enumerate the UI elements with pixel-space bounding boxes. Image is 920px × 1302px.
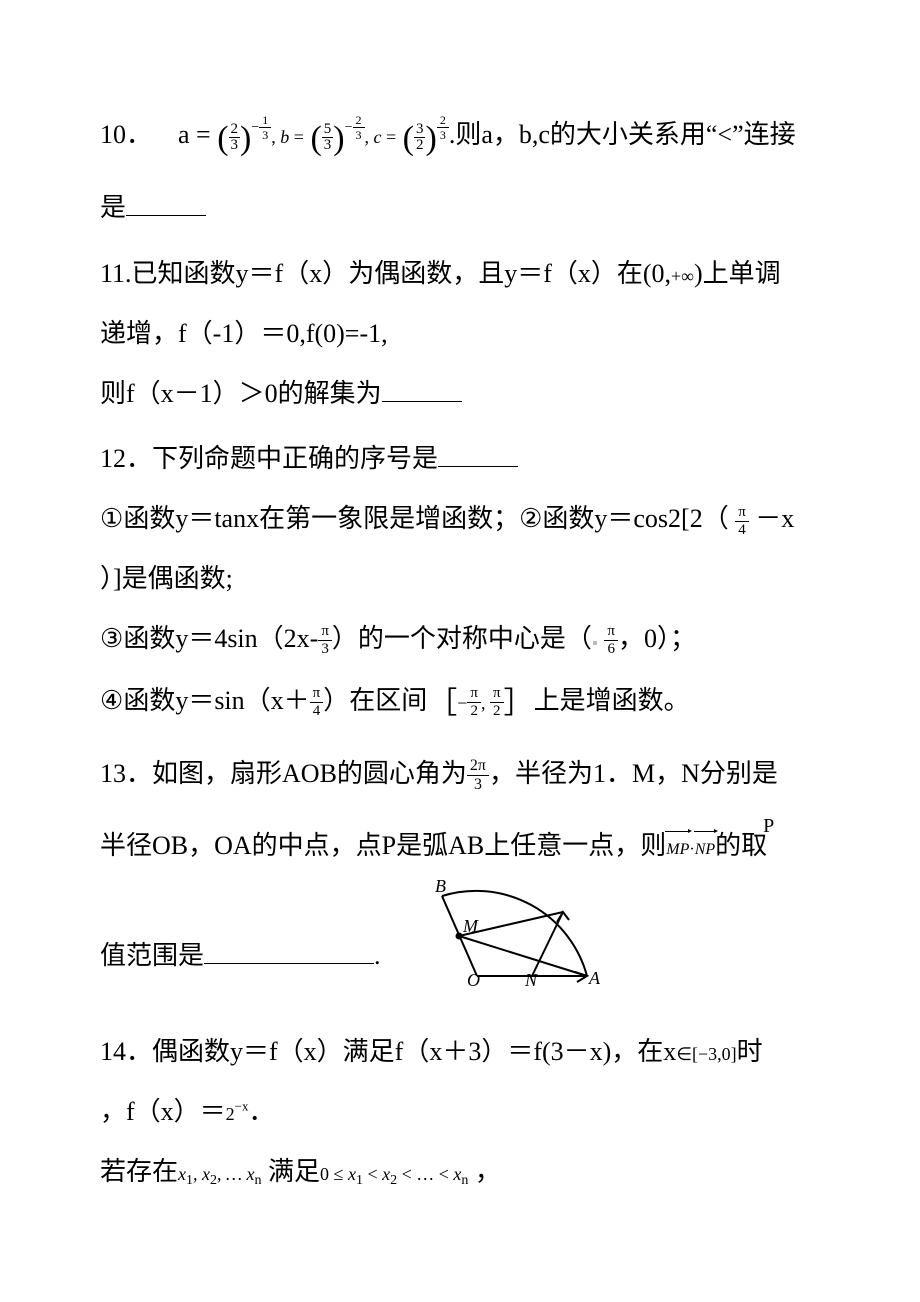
blank-12 <box>438 466 518 467</box>
p13-l1a: 如图，扇形AOB的圆心角为 <box>152 759 467 788</box>
p12-t4a: 函数y＝sin（x＋ <box>123 686 309 715</box>
circle-4-icon: ④ <box>100 686 123 715</box>
fig-label-m: M <box>462 916 479 936</box>
problem-10: 10． a = (23)−13, b = (53)−23, c = (32)23… <box>100 100 830 238</box>
neg-x-exp: −x <box>235 1098 249 1113</box>
problem-14: 14．偶函数y＝f（x）满足f（x＋3）＝f(3－x)，在x∈[−3,0]时 ，… <box>100 1022 830 1201</box>
label-p: P <box>763 815 774 837</box>
p10-tail2: 是 <box>100 193 126 222</box>
problem-12: 12．下列命题中正确的序号是 ①函数y＝tanx在第一象限是增函数；②函数y＝c… <box>100 429 830 737</box>
fig-label-o: O <box>467 970 480 986</box>
problem-11: 11.已知函数y＝f（x）为偶函数，且y＝f（x）在(0,+∞)上单调 递增，f… <box>100 244 830 423</box>
p14-l2b: ． <box>249 1097 275 1126</box>
sector-figure: B M O N A <box>417 876 617 986</box>
p14-l1a: 偶函数y＝f（x）满足f（x＋3）＝f(3－x)，在x <box>152 1037 676 1066</box>
blank-11 <box>382 401 462 402</box>
p12-t2c: ）]是偶函数; <box>100 564 233 593</box>
p12-title: 下列命题中正确的序号是 <box>152 444 438 473</box>
eq-a: a = <box>178 120 211 149</box>
p12-t2a: 函数y＝cos2[2（ <box>542 504 728 533</box>
p11-l1a: 已知函数y＝f（x）为偶函数，且y＝f（x）在(0, <box>132 259 671 288</box>
p14-range: [−3,0] <box>692 1044 737 1064</box>
problem-number: 14． <box>100 1037 152 1066</box>
p12-t3b: ）的一个对称中心是（ <box>332 624 592 653</box>
problem-number: 11. <box>100 259 132 288</box>
p12-t4c: 上是增函数。 <box>534 686 690 715</box>
circle-3-icon: ③ <box>100 624 123 653</box>
p11-l3: 则f（x－1）＞0的解集为 <box>100 379 382 408</box>
two-base: 2 <box>226 1104 235 1124</box>
circle-1-icon: ① <box>100 504 123 533</box>
p12-t2b: －x <box>755 504 794 533</box>
p10-tail1: .则a，b,c的大小关系用“<”连接 <box>449 120 796 149</box>
fig-label-b: B <box>435 876 446 896</box>
problem-number: 12． <box>100 444 152 473</box>
problem-number: 13． <box>100 759 152 788</box>
blank-13 <box>204 963 374 964</box>
vector-np: NP <box>695 832 715 869</box>
fig-label-n: N <box>524 970 538 986</box>
in-symbol: ∈ <box>676 1044 692 1064</box>
p13-l2b: 的取 <box>715 831 767 860</box>
p14-l1b: 时 <box>737 1037 763 1066</box>
p14-l2a: ，f（x）＝ <box>100 1097 226 1126</box>
blank-10 <box>126 215 206 216</box>
p13-l1b: ，半径为1．M，N分别是 <box>489 759 778 788</box>
vector-mp: MP <box>666 832 689 869</box>
infinity: +∞ <box>671 266 694 286</box>
p13-l2a: 半径OB，OA的中点，点P是弧AB上任意一点，则 <box>100 831 666 860</box>
p14-l3c: ， <box>475 1157 501 1186</box>
fig-label-a: A <box>588 968 601 986</box>
p12-t3a: 函数y＝4sin（2x- <box>123 624 318 653</box>
p12-t1: 函数y＝tanx在第一象限是增函数； <box>123 504 519 533</box>
circle-2-icon: ② <box>519 504 542 533</box>
p11-l1b: )上单调 <box>694 259 781 288</box>
problem-number: 10． <box>100 120 152 149</box>
problem-13: 13．如图，扇形AOB的圆心角为2π3，半径为1．M，N分别是 半径OB，OA的… <box>100 744 830 987</box>
p11-l2: 递增，f（-1）＝0,f(0)=-1, <box>100 319 388 348</box>
p13-l3: 值范围是 <box>100 941 204 970</box>
p12-t3c: ，0）； <box>618 624 696 653</box>
p12-t4b: ）在区间 <box>323 686 427 715</box>
p14-l3b: 满足 <box>268 1157 320 1186</box>
dot-icon <box>593 641 597 645</box>
p14-l3a: 若存在 <box>100 1157 178 1186</box>
